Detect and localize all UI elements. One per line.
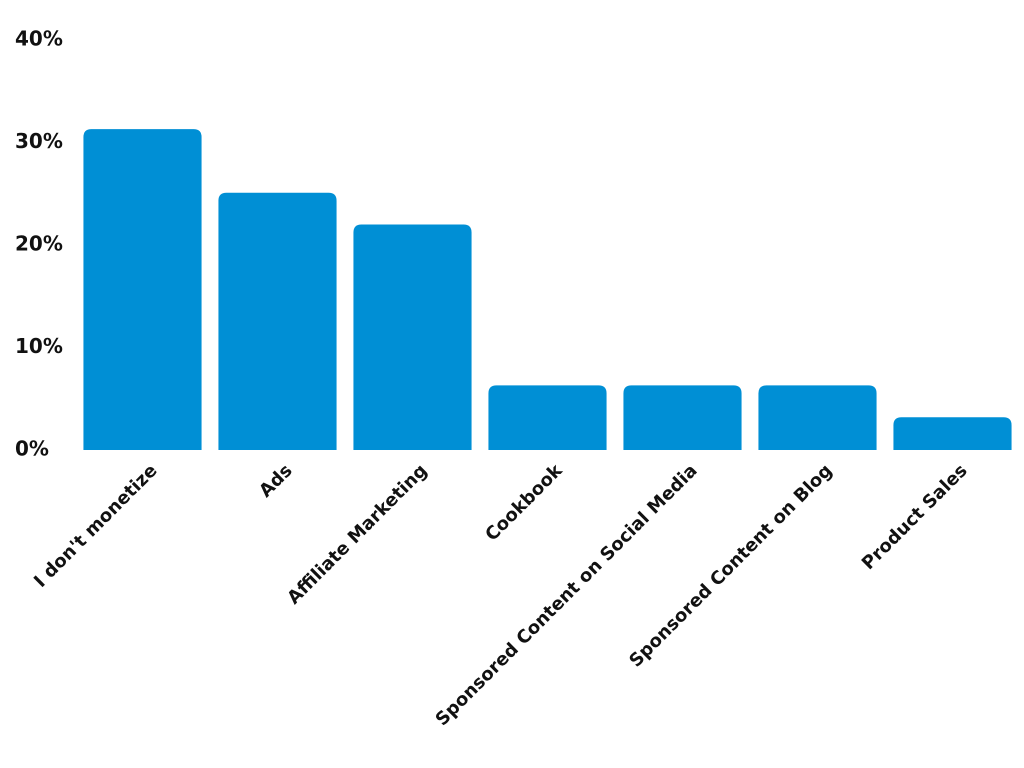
bar: [218, 192, 337, 450]
bar: [893, 417, 1012, 450]
y-tick-label: 30%: [15, 129, 63, 153]
y-tick-label: 20%: [15, 232, 63, 256]
bar: [758, 385, 877, 450]
bar: [353, 224, 472, 450]
x-tick-label: Product Sales: [858, 460, 972, 574]
x-tick-label: I don't monetize: [30, 460, 162, 592]
y-tick-label: 40%: [15, 27, 63, 51]
x-tick-label: Cookbook: [481, 460, 567, 546]
bar: [623, 385, 742, 450]
x-tick-label: Sponsored Content on Social Media: [432, 460, 702, 730]
bar: [83, 129, 202, 451]
x-tick-label: Affiliate Marketing: [283, 460, 431, 608]
bar: [488, 385, 607, 450]
y-tick-label: 10%: [15, 334, 63, 358]
x-tick-label: Ads: [255, 460, 296, 501]
y-tick-label: 0%: [15, 437, 49, 461]
